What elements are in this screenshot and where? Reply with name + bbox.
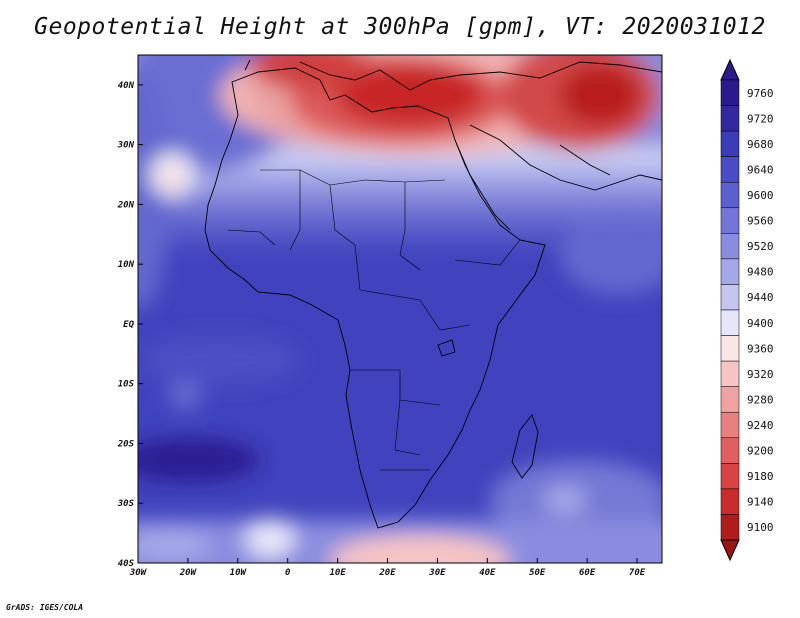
colorbar-label: 9140 [747, 496, 774, 509]
arabia-outline [469, 124, 662, 191]
map-title: Geopotential Height at 300hPa [gpm], VT:… [34, 14, 766, 40]
colorbar-label: 9320 [747, 368, 774, 381]
x-tick-label: 30E [428, 568, 446, 578]
colorbar-label: 9680 [747, 138, 774, 151]
colorbar-swatch [720, 335, 740, 362]
colorbar-label: 9560 [747, 215, 774, 228]
x-tick-label: 70E [629, 568, 646, 578]
colorbar-swatch [720, 207, 740, 234]
madagascar-outline [511, 414, 539, 479]
country-borders [227, 169, 521, 471]
x-tick-label: 60E [579, 568, 596, 578]
colorbar-label: 9440 [747, 291, 774, 304]
lake-victoria [437, 339, 456, 357]
y-tick-label: 20N [117, 200, 135, 210]
colorbar-swatch [720, 514, 740, 541]
y-tick-label: 10N [118, 260, 135, 270]
africa-coastline [204, 67, 546, 529]
x-tick-label: 10W [230, 568, 248, 578]
y-tick-label: EQ [123, 320, 134, 330]
colorbar: 9760 9720 9680 9640 9600 9560 9520 9480 9440 9400… [720, 58, 774, 562]
y-tick-label: 40S [118, 559, 135, 569]
colorbar-label: 9600 [747, 189, 774, 202]
x-tick-label: 20E [378, 568, 396, 578]
colorbar-label: 9200 [747, 445, 774, 458]
colorbar-swatch [720, 437, 740, 464]
colorbar-swatch [720, 258, 740, 285]
red-sea [454, 139, 511, 231]
x-tick-label: 40E [479, 568, 496, 578]
x-tick-label: 30W [129, 568, 148, 578]
y-tick-label: 40N [118, 81, 135, 91]
colorbar-swatch [720, 156, 740, 183]
colorbar-swatch [720, 130, 740, 157]
colorbar-over-arrow [720, 58, 740, 81]
colorbar-label: 9100 [747, 521, 774, 534]
height-field [138, 55, 662, 563]
x-tick-label: 50E [529, 568, 546, 578]
colorbar-swatch [720, 181, 740, 209]
footer-credit: GrADS: IGES/COLA [6, 603, 84, 612]
colorbar-swatch [720, 309, 740, 336]
x-tick-label: 0 [285, 568, 291, 578]
colorbar-label: 9400 [747, 317, 774, 330]
colorbar-label: 9180 [747, 470, 774, 483]
colorbar-label: 9480 [747, 266, 774, 279]
y-tick-label: 10S [118, 380, 135, 390]
colorbar-label: 9280 [747, 393, 774, 406]
x-tick-label: 20W [179, 568, 198, 578]
colorbar-label: 9720 [747, 112, 774, 125]
colorbar-swatch [720, 360, 740, 387]
colorbar-swatch [720, 411, 740, 439]
y-tick-label: 20S [117, 439, 135, 449]
colorbar-label: 9360 [747, 342, 774, 355]
colorbar-swatch [720, 386, 740, 413]
colorbar-label: 9520 [747, 240, 774, 253]
colorbar-label: 9240 [747, 419, 774, 432]
colorbar-swatch [720, 233, 740, 260]
y-tick-label: 30S [117, 499, 135, 509]
colorbar-swatch [720, 105, 740, 132]
colorbar-swatch [720, 488, 740, 515]
europe-coast [244, 59, 662, 91]
colorbar-under-arrow [720, 539, 740, 562]
colorbar-swatch [720, 284, 740, 311]
coastlines [204, 59, 662, 529]
map-frame [137, 54, 663, 564]
colorbar-label: 9640 [747, 163, 774, 176]
colorbar-swatch [720, 463, 740, 490]
colorbar-swatch [720, 79, 740, 106]
x-tick-label: 10E [329, 568, 346, 578]
colorbar-label: 9760 [747, 87, 774, 100]
axis-ticks: 30W 20W 10W 0 10E 20E 30E 40E 50E 60E 70E 40N 30N 20N… [117, 81, 646, 578]
persian-gulf [559, 144, 611, 176]
y-tick-label: 30N [117, 141, 135, 151]
